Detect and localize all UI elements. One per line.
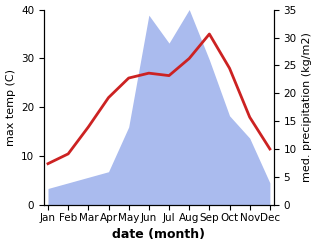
X-axis label: date (month): date (month)	[113, 228, 205, 242]
Y-axis label: med. precipitation (kg/m2): med. precipitation (kg/m2)	[302, 32, 313, 182]
Y-axis label: max temp (C): max temp (C)	[5, 69, 16, 146]
